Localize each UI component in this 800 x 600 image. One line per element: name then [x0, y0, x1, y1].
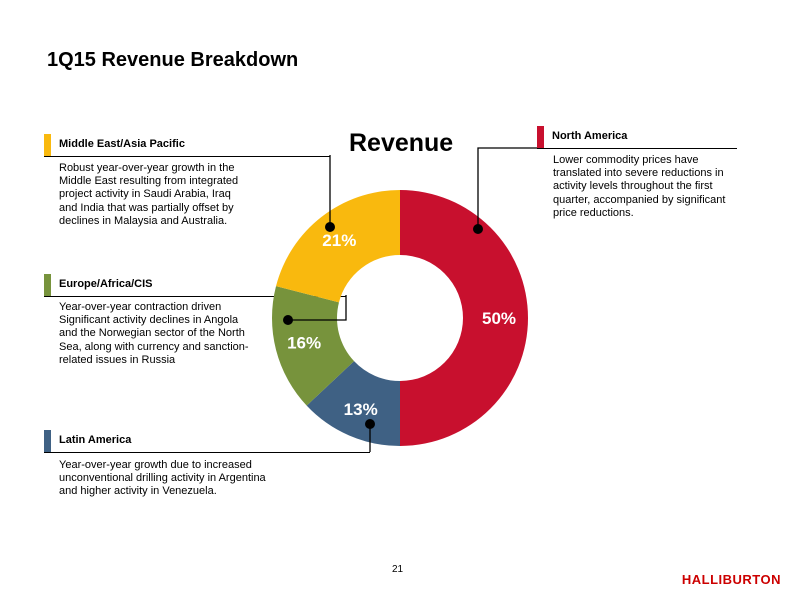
slice-label-north-america: 50%	[482, 309, 516, 328]
region-description-line: Lower commodity prices have	[553, 154, 699, 166]
region-description-line: project activity in Saudi Arabia, Iraq	[59, 188, 231, 201]
connector-dot-europe	[283, 315, 293, 325]
region-name-north-america: North America	[552, 130, 628, 142]
region-description-line: related issues in Russia	[59, 353, 176, 366]
donut-slice-middle-east-asia-pacific	[276, 190, 400, 303]
region-header-middle-east: Middle East/Asia Pacific	[44, 134, 330, 157]
region-description-line: Robust year-over-year growth in the	[59, 162, 235, 174]
region-description-line: and the Norwegian sector of the North	[59, 327, 245, 340]
region-description-line: price reductions.	[553, 206, 634, 219]
region-header-north-america: North America	[537, 126, 737, 149]
region-description-line: Year-over-year growth due to increased	[59, 459, 252, 471]
region-swatch-europe	[44, 274, 51, 296]
donut-slice-europe-africa-cis	[272, 286, 355, 406]
region-description-line: translated into severe reductions in	[553, 167, 724, 180]
region-description-latin-america: Year-over-year growth due to increased u…	[59, 459, 266, 499]
region-description-line: activity levels throughout the first	[553, 180, 713, 193]
region-header-latin-america: Latin America	[44, 430, 370, 453]
slice-label-middle-east-asia-pacific: 21%	[322, 231, 356, 250]
region-swatch-north-america	[537, 126, 544, 148]
region-description-line: declines in Malaysia and Australia.	[59, 214, 228, 227]
donut-slice-latin-america	[306, 361, 400, 446]
region-name-latin-america: Latin America	[59, 434, 132, 446]
region-description-line: Significant activity declines in Angola	[59, 314, 239, 327]
chart-title: Revenue	[349, 129, 454, 157]
region-description-line: quarter, accompanied by significant	[553, 193, 726, 206]
region-description-europe: Year-over-year contraction driven Signif…	[59, 301, 249, 367]
connector-dot-latin-america	[365, 419, 375, 429]
page-title: 1Q15 Revenue Breakdown	[47, 49, 299, 71]
region-description-line: and higher activity in Venezuela.	[59, 485, 217, 498]
page-number: 21	[392, 564, 404, 575]
region-swatch-middle-east	[44, 134, 51, 156]
region-description-line: Sea, along with currency and sanction-	[59, 340, 249, 353]
region-description-north-america: Lower commodity prices have translated i…	[553, 154, 725, 220]
region-description-line: unconventional drilling activity in Arge…	[59, 472, 266, 485]
region-description-line: Year-over-year contraction driven	[59, 301, 222, 313]
slice-label-europe-africa-cis: 16%	[287, 334, 321, 353]
slice-label-latin-america: 13%	[344, 400, 378, 419]
region-name-middle-east: Middle East/Asia Pacific	[59, 138, 185, 150]
region-description-line: and India that was partially offset by	[59, 201, 234, 214]
halliburton-logo: HALLIBURTON	[681, 572, 781, 587]
region-description-middle-east: Robust year-over-year growth in the Midd…	[59, 162, 238, 228]
connector-dot-middle-east	[325, 222, 335, 232]
donut-slice-north-america	[400, 190, 528, 446]
connector-europe	[288, 295, 347, 321]
region-swatch-latin-america	[44, 430, 51, 452]
region-description-line: Middle East resulting from integrated	[59, 175, 239, 188]
region-header-europe: Europe/Africa/CIS	[44, 274, 346, 297]
region-name-europe: Europe/Africa/CIS	[59, 278, 153, 290]
connector-dot-north-america	[473, 224, 483, 234]
connector-north-america	[477, 147, 537, 229]
